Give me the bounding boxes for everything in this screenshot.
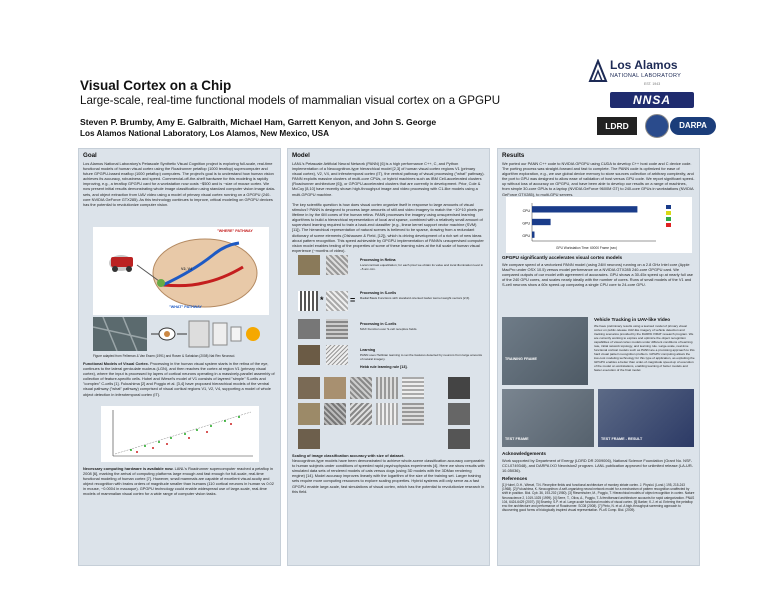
results-text-1: We ported our PANN C++ code to NVIDIA GP… — [502, 161, 695, 197]
lanl-mark-icon — [588, 59, 608, 82]
functional-models-heading: Functional Models of Visual Cortex. — [83, 361, 149, 366]
model-heading: Model — [292, 152, 310, 159]
visual-pathway-diagram: "WHERE" PATHWAY "WHAT" PATHWAY V2, V4 — [93, 227, 269, 315]
chart-legend-swatch-2 — [666, 217, 671, 221]
learning-image — [298, 345, 320, 365]
poster-subtitle: Large-scale, real-time functional models… — [80, 94, 501, 107]
training-frame-label: TRAINING FRAME — [505, 357, 537, 361]
references-text: [1] Hubel, D.H., Wiesel, T.N. Receptive … — [502, 483, 695, 513]
what-pathway-label: "WHAT" PATHWAY — [169, 305, 202, 309]
stage-scell-label: Processing in S-cells — [360, 291, 397, 295]
results-heading: Results — [502, 152, 525, 159]
goal-text: Los Alamos National Laboratory's Petasca… — [83, 161, 276, 207]
chart-legend-swatch-3 — [666, 223, 671, 227]
nnsa-logo: NNSA — [610, 92, 694, 108]
lanl-logo: Los Alamos NATIONAL LABORATORY EST. 1943 — [588, 55, 698, 91]
chart-bar-2 — [532, 231, 535, 238]
chart-bar-1 — [532, 218, 551, 226]
stage-retina-text: Local contrast equalization; for each pi… — [360, 263, 484, 271]
diagram-caption: Figure adapted from Felleman & Van Essen… — [93, 354, 236, 358]
test-frame-result-label: TEST FRAME - RESULT — [601, 437, 643, 441]
lanl-est: EST. 1943 — [644, 82, 661, 86]
stage-ccell-label: Processing in C-cells — [360, 322, 397, 326]
results-panel: Results We ported our PANN C++ code to N… — [497, 148, 700, 566]
ack-text: Work supported by Department of Energy (… — [502, 458, 693, 474]
gpu-timing-chart: CPU GPU GPU GPU Workstation Time: 60000 Fr… — [506, 197, 692, 253]
chart-xlabel: GPU Workstation Time: 60000 Frame (sec) — [556, 246, 618, 250]
goal-heading: Goal — [83, 152, 97, 159]
model-text-2: The key scientific question is how does … — [292, 202, 484, 253]
s-cell-input-image — [326, 291, 348, 311]
poster-title: Visual Cortex on a Chip — [80, 78, 232, 93]
functional-models-text: Processing in the human visual system st… — [83, 361, 275, 397]
stage-scell-text: Radial Basis Functions with standard ori… — [360, 296, 470, 300]
test-frame-label: TEST FRAME — [505, 437, 529, 441]
lanl-name: Los Alamos — [610, 58, 678, 72]
lanl-sub: NATIONAL LABORATORY — [610, 73, 682, 79]
chart-bar-0 — [532, 206, 638, 213]
chart-legend-swatch-1 — [666, 211, 671, 215]
goal-panel: Goal Los Alamos National Laboratory's Pe… — [78, 148, 281, 566]
model-panel: Model LANL's Petascale Artificial Neural… — [287, 148, 490, 566]
gpu-timing-chart-svg: CPU GPU GPU — [522, 203, 671, 242]
scaling-plot-icon — [112, 410, 253, 457]
poster-affiliation: Los Alamos National Laboratory, Los Alam… — [80, 129, 330, 138]
functional-models-block: Functional Models of Visual Cortex. Proc… — [83, 361, 276, 397]
scaling-block: Scaling of image classification accuracy… — [292, 453, 485, 494]
hardware-text: LANL's Roadrunner supercomputer reached … — [83, 466, 274, 497]
test-frame-result-image: TEST FRAME - RESULT — [598, 389, 694, 447]
c-cell-output-image — [326, 319, 348, 339]
retina-image — [298, 255, 320, 275]
stage-retina-label: Processing in Retina — [360, 258, 396, 262]
hardware-block: Necessary computing hardware is availabl… — [83, 466, 276, 497]
darpa-logo: DARPA — [670, 117, 716, 135]
ldrd-logo: LDRD — [597, 117, 637, 135]
c-cell-image — [298, 319, 320, 339]
chart-category-label-1: GPU — [522, 222, 530, 226]
aerial-figure-icon — [92, 316, 260, 352]
v2-v4-label: V2, V4 — [181, 267, 193, 271]
vehicle-text: We have preliminary results using a lear… — [594, 324, 695, 372]
doe-seal-icon — [645, 114, 669, 138]
where-pathway-label: "WHERE" PATHWAY — [217, 229, 253, 233]
gpgpu-heading: GPGPU significantly accelerates visual c… — [502, 255, 623, 260]
test-frame-image: TEST FRAME — [502, 389, 594, 447]
gpgpu-text: We compare speed of a vectorized PANN mo… — [502, 262, 693, 288]
poster-authors: Steven P. Brumby, Amy E. Galbraith, Mich… — [80, 117, 437, 127]
brain-diagram-icon — [93, 227, 269, 315]
chart-legend-swatch-0 — [666, 205, 671, 209]
stage-ccell-text: MAX Function over S-cell receptive field… — [360, 327, 418, 331]
chart-category-label-0: CPU — [523, 209, 531, 213]
cat-dog-image-grid — [298, 377, 484, 449]
scaling-heading: Scaling of image classification accuracy… — [292, 453, 405, 458]
stage-learning-text: PANN uses Hebbian learning to set the fe… — [360, 353, 483, 361]
model-text-1: LANL's Petascale Artificial Neural Netwo… — [292, 161, 485, 197]
vehicle-heading: Vehicle Tracking in UAV-like Video — [594, 317, 671, 322]
stage-learning-label: Learning — [360, 348, 376, 352]
aerial-processing-figure — [92, 316, 269, 352]
chart-category-label-2: GPU — [522, 234, 530, 238]
retina-output-image — [326, 255, 348, 275]
ref-heading: References — [502, 476, 528, 481]
scaling-text: Neocognitron-type models have been demon… — [292, 458, 485, 494]
training-frame-image: TRAINING FRAME — [502, 317, 588, 385]
computing-scaling-plot — [101, 406, 259, 462]
learning-output-image — [326, 345, 348, 365]
stage-hebb-label: Hebb rule learning rule [13]. — [360, 365, 408, 369]
gabor-kernel-image — [298, 291, 318, 311]
ack-heading: Acknowledgements — [502, 451, 547, 456]
hardware-heading: Necessary computing hardware is availabl… — [83, 466, 174, 471]
